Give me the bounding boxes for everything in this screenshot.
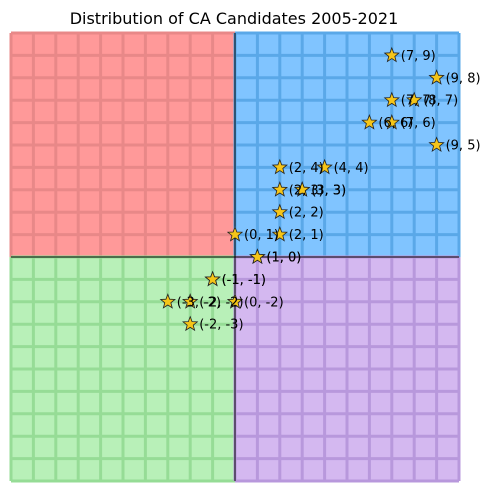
point-label: (2, 4) <box>289 161 324 176</box>
star-marker <box>271 203 288 220</box>
point-label: (1, 0) <box>266 251 301 266</box>
star-marker <box>226 225 244 242</box>
point-label: (3, 3) <box>311 183 346 198</box>
star-marker <box>294 181 311 197</box>
point-label: (9, 8) <box>446 71 481 86</box>
point-label: (8, 7) <box>423 94 458 109</box>
star-marker <box>316 158 333 175</box>
point-label: (2, 2) <box>289 206 324 221</box>
point-label: (1, 0) <box>266 251 301 266</box>
data-points <box>159 46 445 332</box>
point-label: (-1, -1) <box>222 273 266 288</box>
point-label: (7, 7) <box>401 94 436 109</box>
point-label: (4, 4) <box>334 161 369 176</box>
star-marker <box>182 293 199 309</box>
point-label: (2, 1) <box>289 228 324 243</box>
star-marker <box>159 293 176 309</box>
point-label: (9, 5) <box>446 139 481 154</box>
star-marker <box>428 69 445 85</box>
grid-bottom-right <box>233 255 461 483</box>
point-labels: (7, 9) (9, 8) (7, 7)(8, 7) (6, 6)(7, 6) (9, … <box>177 49 481 333</box>
star-marker <box>271 225 288 242</box>
axes-lines <box>11 33 459 481</box>
star-marker <box>271 158 288 175</box>
star-marker <box>383 46 400 63</box>
point-label: (6, 6) <box>378 116 413 131</box>
chart-title: Distribution of CA Candidates 2005-2021 <box>70 9 399 28</box>
star-marker <box>383 113 400 130</box>
star-marker <box>406 91 423 108</box>
star-marker <box>204 270 221 287</box>
point-label: (-3, -2) <box>177 295 221 310</box>
point-label: (3, 3) <box>311 183 346 198</box>
star-marker <box>226 293 244 309</box>
star-marker <box>182 315 199 332</box>
star-marker <box>271 181 288 197</box>
point-label: (0, -2) <box>244 295 284 310</box>
star-marker <box>249 248 266 264</box>
point-label: (2, 3) <box>289 183 324 198</box>
point-label: (7, 9) <box>401 49 436 64</box>
star-marker <box>361 113 378 130</box>
star-marker <box>383 91 400 108</box>
point-label: (-2, -3) <box>199 318 243 333</box>
point-label: (7, 6) <box>401 116 436 131</box>
star-marker <box>428 136 445 152</box>
point-label: (0, 1) <box>244 228 279 243</box>
point-label: (-1, -1) <box>222 273 266 288</box>
grid-top-right <box>233 31 461 259</box>
point-label: (-2, -2) <box>199 295 243 310</box>
